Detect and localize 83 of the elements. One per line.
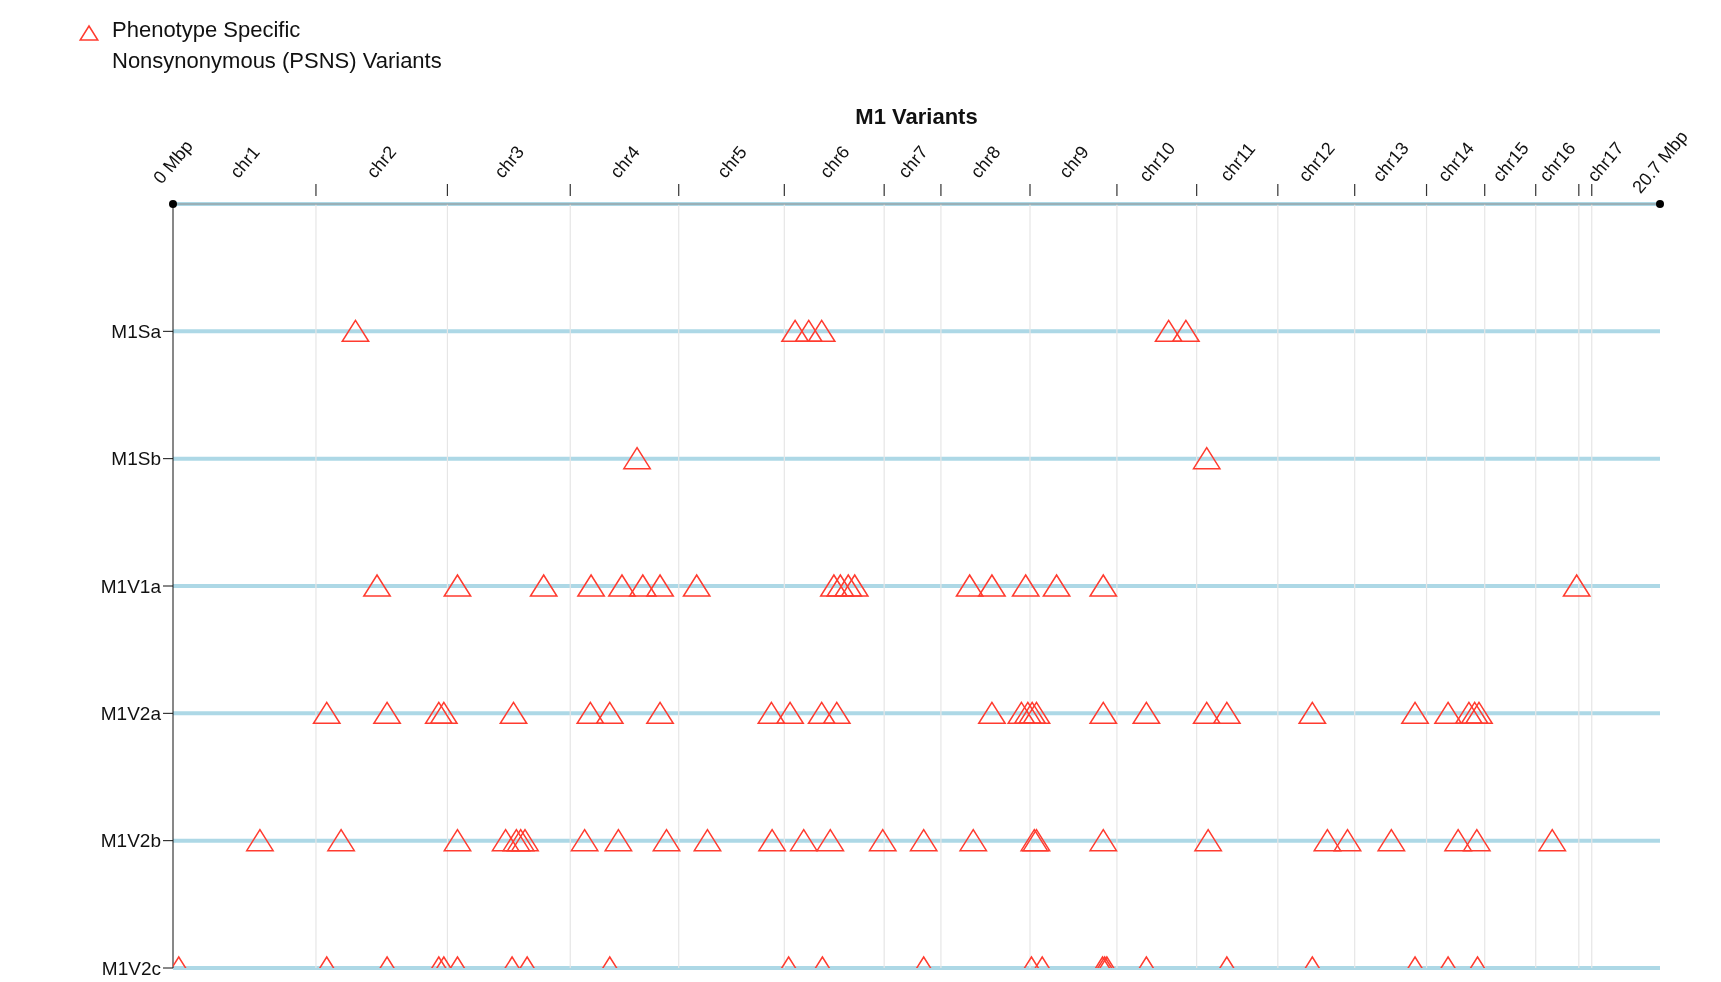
point xyxy=(595,701,624,725)
point xyxy=(341,319,370,343)
point xyxy=(652,828,681,852)
point xyxy=(868,828,897,852)
point xyxy=(373,701,402,725)
point xyxy=(1460,701,1489,725)
point xyxy=(1194,828,1223,852)
point xyxy=(1013,701,1042,725)
point xyxy=(807,701,836,725)
y-tick-label: M1Sa xyxy=(111,321,162,343)
point xyxy=(608,574,636,597)
point xyxy=(1154,319,1183,343)
point xyxy=(1333,828,1362,852)
point xyxy=(1298,701,1327,725)
point xyxy=(781,319,810,343)
chart-title: M1 Variants xyxy=(855,104,978,129)
point xyxy=(1465,701,1493,725)
point xyxy=(840,574,869,597)
point xyxy=(909,828,938,852)
point xyxy=(646,574,674,597)
point xyxy=(955,574,984,597)
legend-label: Phenotype Specific Nonsynonymous (PSNS) Variants xyxy=(112,17,442,73)
point xyxy=(604,828,633,852)
point xyxy=(1454,701,1483,725)
point xyxy=(576,701,605,725)
point xyxy=(628,574,657,597)
point xyxy=(499,701,528,725)
point xyxy=(1089,701,1118,725)
point xyxy=(1562,574,1591,597)
point xyxy=(977,701,1006,725)
y-tick-label: M1V2b xyxy=(100,830,161,852)
point xyxy=(1538,828,1567,852)
point xyxy=(776,701,805,725)
point xyxy=(646,701,674,725)
x-tick-label: 0 Mbp xyxy=(149,136,197,188)
point xyxy=(826,574,855,597)
point xyxy=(491,828,520,852)
point xyxy=(363,574,391,597)
y-tick-label: M1V1a xyxy=(100,575,162,597)
point xyxy=(1011,574,1040,597)
point xyxy=(529,574,558,597)
point xyxy=(1212,701,1241,725)
point xyxy=(312,701,341,725)
point xyxy=(443,574,472,597)
point xyxy=(327,828,356,852)
point xyxy=(577,574,606,597)
point xyxy=(1377,828,1406,852)
point xyxy=(1192,446,1221,470)
point xyxy=(816,828,845,852)
point xyxy=(819,574,848,597)
point xyxy=(757,701,786,725)
point xyxy=(245,828,274,852)
point xyxy=(511,828,539,852)
point xyxy=(1171,319,1200,343)
point xyxy=(443,828,472,852)
point xyxy=(794,319,823,343)
point xyxy=(977,574,1006,597)
point xyxy=(623,446,652,470)
point xyxy=(789,828,818,852)
point xyxy=(1462,828,1491,852)
point xyxy=(758,828,787,852)
point xyxy=(682,574,711,597)
point xyxy=(1313,828,1342,852)
point xyxy=(1401,701,1429,725)
point xyxy=(822,701,851,725)
point xyxy=(1089,574,1118,597)
point xyxy=(1089,828,1118,852)
point xyxy=(1434,701,1463,725)
point xyxy=(1042,574,1071,597)
point xyxy=(1192,701,1221,725)
y-tick-label: M1V2a xyxy=(100,703,162,725)
point xyxy=(693,828,722,852)
point xyxy=(1132,701,1161,725)
point xyxy=(959,828,988,852)
y-tick-label: M1V2c xyxy=(101,957,161,979)
point xyxy=(807,319,836,343)
point xyxy=(424,701,453,725)
y-tick-label: M1Sb xyxy=(111,448,161,470)
point xyxy=(570,828,599,852)
point xyxy=(1444,828,1473,852)
point xyxy=(429,701,458,725)
point xyxy=(834,574,863,597)
point xyxy=(1007,701,1036,725)
